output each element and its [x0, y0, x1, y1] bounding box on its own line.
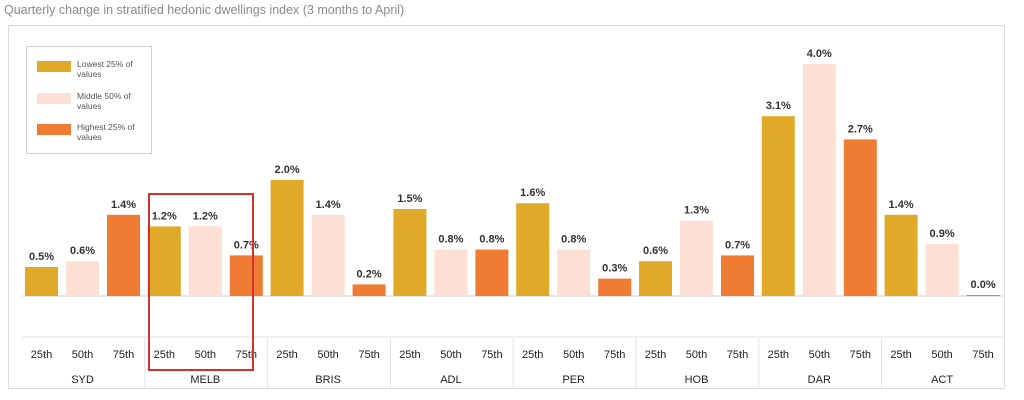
tick-label-bris-25th: 25th	[276, 349, 297, 361]
bar-syd-25th	[25, 267, 58, 296]
group-label-syd: SYD	[71, 374, 94, 386]
bar-per-50th	[557, 249, 591, 296]
bar-bris-75th	[352, 284, 386, 296]
data-label-syd-75th: 1.4%	[111, 199, 136, 211]
melb-highlight-box	[148, 193, 254, 371]
legend-swatch-lowest	[37, 61, 71, 72]
tick-label-per-75th: 75th	[604, 349, 625, 361]
bar-adl-50th	[434, 249, 468, 296]
data-label-act-50th: 0.9%	[930, 228, 955, 240]
bar-act-25th	[884, 214, 918, 296]
legend-label-middle: Middle 50% of values	[77, 91, 131, 111]
group-label-melb: MELB	[190, 374, 220, 386]
data-label-hob-50th: 1.3%	[684, 205, 709, 217]
bar-melb-25th	[147, 226, 181, 296]
tick-label-act-50th: 50th	[931, 349, 952, 361]
bar-melb-50th	[188, 226, 222, 296]
tick-label-adl-25th: 25th	[399, 349, 420, 361]
group-label-per: PER	[562, 374, 585, 386]
tick-label-syd-75th: 75th	[113, 349, 134, 361]
bar-adl-75th	[475, 249, 509, 296]
tick-label-hob-50th: 50th	[686, 349, 707, 361]
data-label-melb-25th: 1.2%	[152, 210, 177, 222]
bar-hob-50th	[680, 220, 713, 296]
data-label-dar-25th: 3.1%	[766, 100, 791, 112]
chart-title: Quarterly change in stratified hedonic d…	[4, 3, 405, 17]
data-label-syd-25th: 0.5%	[29, 251, 54, 263]
bar-bris-50th	[311, 214, 345, 296]
data-label-bris-50th: 1.4%	[316, 199, 341, 211]
group-label-hob: HOB	[685, 374, 709, 386]
legend: Lowest 25% of values Middle 50% of value…	[26, 46, 152, 154]
bar-syd-50th	[66, 261, 99, 296]
data-label-adl-25th: 1.5%	[397, 193, 422, 205]
tick-label-dar-25th: 25th	[768, 349, 789, 361]
group-label-act: ACT	[931, 374, 953, 386]
bar-syd-75th	[107, 214, 140, 296]
data-label-hob-25th: 0.6%	[643, 245, 668, 257]
group-label-dar: DAR	[808, 374, 831, 386]
data-label-dar-50th: 4.0%	[807, 48, 832, 60]
data-label-hob-75th: 0.7%	[725, 239, 750, 251]
data-label-melb-50th: 1.2%	[193, 210, 218, 222]
data-label-act-75th: 0.0%	[971, 279, 996, 291]
data-label-bris-25th: 2.0%	[275, 164, 300, 176]
data-label-bris-75th: 0.2%	[357, 268, 382, 280]
group-label-adl: ADL	[440, 374, 461, 386]
tick-label-melb-25th: 25th	[154, 349, 175, 361]
tick-label-syd-25th: 25th	[31, 349, 52, 361]
tick-label-per-50th: 50th	[563, 349, 584, 361]
legend-label-highest: Highest 25% of values	[77, 122, 135, 142]
bar-act-50th	[925, 243, 959, 296]
tick-label-bris-50th: 50th	[317, 349, 338, 361]
tick-label-dar-50th: 50th	[809, 349, 830, 361]
chart-frame	[8, 25, 1005, 389]
legend-swatch-highest	[37, 124, 71, 135]
bar-act-75th	[966, 295, 1000, 296]
data-label-per-25th: 1.6%	[520, 187, 545, 199]
legend-item-lowest: Lowest 25% of values	[37, 59, 149, 79]
tick-label-act-75th: 75th	[972, 349, 993, 361]
bar-bris-25th	[270, 180, 304, 296]
bar-dar-25th	[761, 116, 795, 296]
tick-label-melb-50th: 50th	[195, 349, 216, 361]
data-label-dar-75th: 2.7%	[848, 123, 873, 135]
tick-label-hob-25th: 25th	[645, 349, 666, 361]
bar-adl-25th	[393, 209, 427, 296]
tick-label-adl-50th: 50th	[440, 349, 461, 361]
bar-dar-50th	[802, 64, 836, 296]
legend-label-lowest: Lowest 25% of values	[77, 59, 133, 79]
group-label-bris: BRIS	[315, 374, 341, 386]
bar-per-25th	[516, 203, 550, 296]
tick-label-bris-75th: 75th	[358, 349, 379, 361]
tick-label-syd-50th: 50th	[72, 349, 93, 361]
legend-swatch-middle	[37, 93, 71, 104]
data-label-per-50th: 0.8%	[561, 234, 586, 246]
bar-melb-75th	[229, 255, 263, 296]
legend-item-highest: Highest 25% of values	[37, 122, 149, 142]
data-label-act-25th: 1.4%	[889, 199, 914, 211]
tick-label-dar-75th: 75th	[850, 349, 871, 361]
bar-dar-75th	[843, 139, 877, 296]
data-label-adl-75th: 0.8%	[479, 234, 504, 246]
bar-hob-75th	[721, 255, 754, 296]
legend-item-middle: Middle 50% of values	[37, 91, 149, 111]
data-label-per-75th: 0.3%	[602, 263, 627, 275]
data-label-adl-50th: 0.8%	[438, 234, 463, 246]
tick-label-adl-75th: 75th	[481, 349, 502, 361]
bar-per-75th	[598, 278, 632, 296]
tick-label-act-25th: 25th	[890, 349, 911, 361]
bar-hob-25th	[639, 261, 672, 296]
tick-label-hob-75th: 75th	[727, 349, 748, 361]
tick-label-melb-75th: 75th	[236, 349, 257, 361]
data-label-syd-50th: 0.6%	[70, 245, 95, 257]
tick-label-per-25th: 25th	[522, 349, 543, 361]
